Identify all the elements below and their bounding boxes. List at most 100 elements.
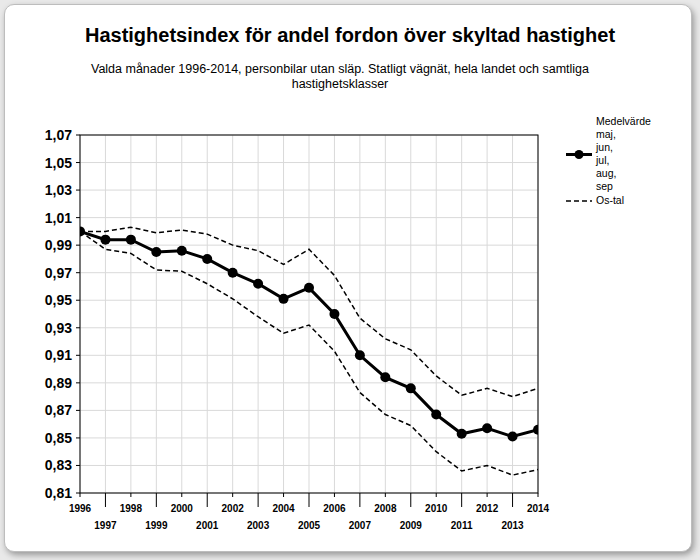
- marker: [329, 309, 339, 319]
- marker: [406, 383, 416, 393]
- x-tick-label: 2004: [272, 503, 295, 514]
- marker: [431, 410, 441, 420]
- y-tick: [76, 327, 80, 328]
- x-grid-line: [181, 135, 182, 493]
- x-tick: [105, 493, 106, 507]
- x-tick: [283, 493, 284, 497]
- y-tick-label: 1,05: [45, 155, 72, 171]
- x-tick-label: 2011: [451, 520, 473, 531]
- x-tick-label: 1997: [94, 520, 117, 531]
- x-tick-label: 2006: [323, 503, 346, 514]
- x-grid-line: [309, 135, 310, 493]
- y-tick-label: 0,97: [45, 265, 72, 281]
- y-tick: [76, 437, 80, 438]
- y-tick-label: 0,91: [45, 347, 72, 363]
- x-tick: [309, 493, 310, 507]
- x-tick-label: 1999: [145, 520, 168, 531]
- y-tick: [76, 217, 80, 218]
- x-grid-line: [232, 135, 233, 493]
- y-tick-label: 0,95: [45, 292, 72, 308]
- y-tick: [76, 382, 80, 383]
- marker: [100, 235, 110, 245]
- x-tick: [156, 493, 157, 507]
- x-tick-label: 2009: [400, 520, 423, 531]
- x-tick-label: 1996: [69, 503, 92, 514]
- y-tick: [76, 355, 80, 356]
- x-tick: [181, 493, 182, 497]
- x-tick: [359, 493, 360, 507]
- x-tick-label: 2001: [196, 520, 219, 531]
- y-tick: [76, 190, 80, 191]
- legend: Medelvärde maj, jun, jul, aug, sep Os-tal: [566, 115, 654, 206]
- series-line: [80, 231, 538, 436]
- x-grid-line: [207, 135, 208, 493]
- y-tick-label: 0,99: [45, 237, 72, 253]
- x-grid-line: [156, 135, 157, 493]
- y-tick: [76, 493, 80, 494]
- x-tick: [461, 493, 462, 507]
- y-tick: [76, 410, 80, 411]
- x-tick: [258, 493, 259, 507]
- marker: [202, 254, 212, 264]
- title: Hastighetsindex för andel fordon över sk…: [85, 24, 615, 46]
- y-tick-label: 0,93: [45, 320, 72, 336]
- marker: [151, 247, 161, 257]
- data-group: [80, 226, 538, 475]
- marker: [533, 425, 538, 435]
- series-line: [80, 231, 538, 475]
- marker: [304, 283, 314, 293]
- x-tick: [232, 493, 233, 497]
- x-grid-line: [359, 135, 360, 493]
- legend-swatch: [566, 200, 592, 202]
- y-tick: [76, 245, 80, 246]
- x-grid-line: [105, 135, 106, 493]
- x-grid-line: [461, 135, 462, 493]
- y-tick-label: 0,81: [45, 485, 72, 501]
- y-tick-label: 0,87: [45, 402, 72, 418]
- x-grid-line: [487, 135, 488, 493]
- x-tick-label: 2008: [374, 503, 397, 514]
- x-grid-line: [130, 135, 131, 493]
- x-tick: [207, 493, 208, 507]
- x-grid-line: [436, 135, 437, 493]
- marker: [482, 423, 492, 433]
- marker: [228, 268, 238, 278]
- y-tick: [76, 272, 80, 273]
- subtitle: Valda månader 1996-2014, personbilar uta…: [60, 62, 620, 92]
- x-tick: [487, 493, 488, 497]
- x-tick: [538, 493, 539, 497]
- x-grid-line: [283, 135, 284, 493]
- x-tick-label: 2014: [527, 503, 550, 514]
- x-tick: [334, 493, 335, 497]
- y-tick-label: 1,01: [45, 210, 72, 226]
- x-tick: [512, 493, 513, 507]
- x-tick: [130, 493, 131, 497]
- legend-label: Os-tal: [596, 194, 624, 206]
- x-tick-label: 2003: [247, 520, 270, 531]
- x-tick: [410, 493, 411, 507]
- x-tick-label: 2012: [476, 503, 499, 514]
- legend-marker: [575, 150, 584, 159]
- marker: [457, 429, 467, 439]
- y-tick-label: 1,03: [45, 182, 72, 198]
- marker: [253, 279, 263, 289]
- x-tick-label: 2010: [425, 503, 448, 514]
- x-tick-label: 1998: [120, 503, 143, 514]
- plot-frame: [80, 135, 538, 493]
- y-tick: [76, 300, 80, 301]
- x-grid-line: [385, 135, 386, 493]
- grid: [80, 135, 538, 493]
- x-grid-line: [410, 135, 411, 493]
- x-tick: [80, 493, 81, 497]
- y-tick-label: 0,83: [45, 457, 72, 473]
- y-tick: [76, 135, 80, 136]
- x-grid-line: [258, 135, 259, 493]
- x-tick-label: 2005: [298, 520, 321, 531]
- x-tick-label: 2007: [349, 520, 372, 531]
- series-line: [80, 227, 538, 396]
- legend-label: Medelvärde maj, jun, jul, aug, sep: [595, 115, 654, 192]
- x-tick: [436, 493, 437, 497]
- marker: [279, 294, 289, 304]
- y-tick: [76, 162, 80, 163]
- x-tick-label: 2013: [501, 520, 524, 531]
